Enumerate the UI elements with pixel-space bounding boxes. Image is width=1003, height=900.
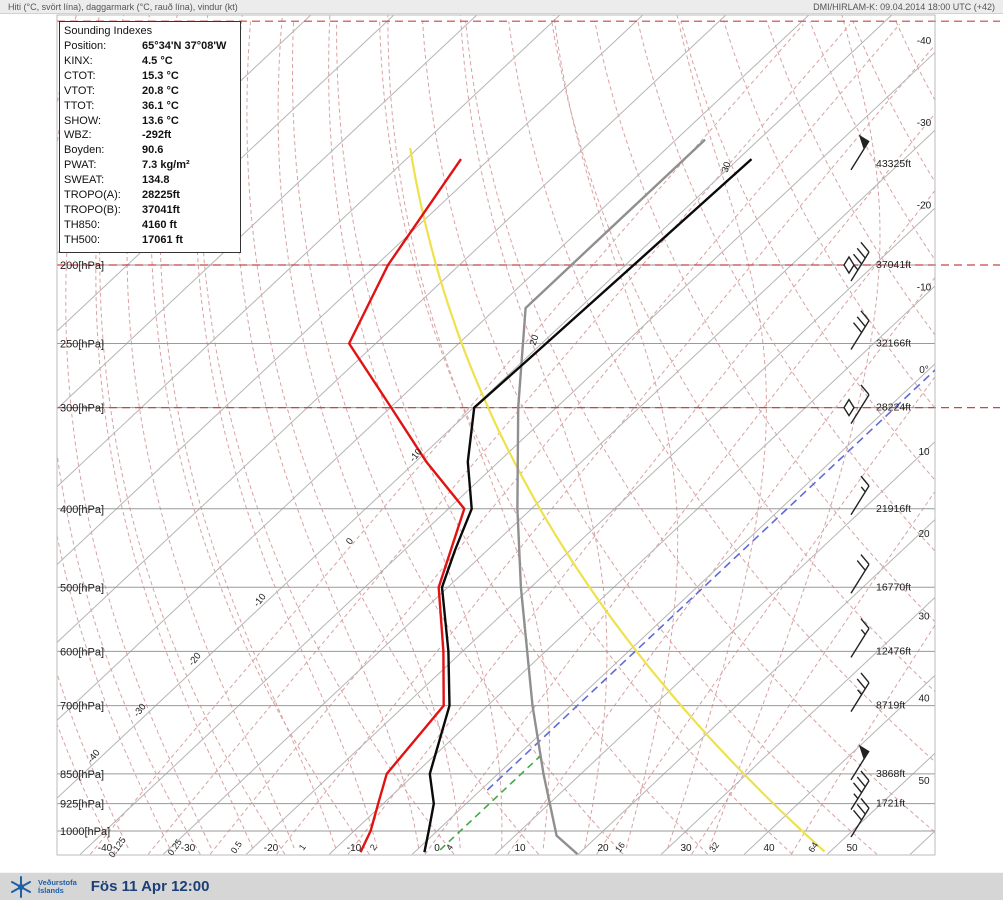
index-row: Position: 65°34'N 37°08'W (64, 40, 227, 52)
svg-text:30: 30 (720, 160, 734, 173)
index-row: KINX: 4.5 °C (64, 54, 173, 67)
dewpoint-line (347, 158, 466, 853)
svg-text:-10: -10 (917, 283, 932, 294)
isobar-grid (56, 14, 1000, 856)
svg-text:-40: -40 (85, 748, 102, 766)
index-row: Boyden: 90.6 (64, 144, 164, 157)
svg-text:12476ft: 12476ft (876, 645, 911, 657)
index-row: PWAT: 7.3 kg/m² (64, 159, 190, 172)
svg-text:8719ft: 8719ft (876, 700, 905, 712)
svg-text:40: 40 (918, 694, 930, 705)
svg-text:-30: -30 (917, 118, 932, 129)
met-office-logo[interactable]: Veðurstofa Íslands (8, 875, 77, 899)
svg-text:1721ft: 1721ft (876, 798, 905, 810)
index-row: TROPO(A): 28225ft (64, 189, 180, 202)
temperature-line (423, 158, 753, 853)
svg-text:40: 40 (763, 843, 775, 854)
svg-text:-30: -30 (181, 843, 196, 854)
svg-text:30: 30 (918, 611, 930, 622)
selected-time-label: Fös 11 Apr 12:00 (90, 878, 210, 895)
isotherm-grid (57, 15, 935, 855)
svg-text:0.5: 0.5 (229, 839, 244, 855)
svg-text:20: 20 (597, 843, 609, 854)
wind-barbs (850, 134, 870, 838)
svg-text:700[hPa]: 700[hPa] (60, 701, 104, 713)
svg-text:3868ft: 3868ft (876, 768, 905, 780)
svg-text:400[hPa]: 400[hPa] (60, 504, 104, 516)
svg-text:250[hPa]: 250[hPa] (60, 338, 104, 350)
index-row: VTOT: 20.8 °C (64, 84, 179, 97)
svg-text:10: 10 (514, 843, 526, 854)
index-row: TH850: 4160 ft (64, 218, 177, 231)
time-selector-bar[interactable]: Veðurstofa Íslands Fös 11 Apr 12:00 (0, 872, 1003, 900)
svg-text:0°: 0° (919, 365, 929, 376)
svg-text:32166ft: 32166ft (876, 337, 911, 349)
tropopause-markers (843, 255, 855, 417)
svg-text:50: 50 (846, 843, 858, 854)
svg-text:16: 16 (613, 840, 627, 854)
index-row: CTOT: 15.3 °C (64, 69, 179, 82)
svg-text:-20: -20 (186, 651, 203, 669)
index-row: TROPO(B): 37041ft (64, 203, 180, 216)
svg-text:0: 0 (344, 536, 356, 547)
index-row: WBZ: -292ft (64, 129, 172, 142)
indexes-title: Sounding Indexes (64, 25, 153, 37)
svg-text:4: 4 (444, 842, 455, 852)
svg-text:925[hPa]: 925[hPa] (60, 799, 104, 811)
svg-text:-40: -40 (917, 36, 932, 47)
svg-text:-10: -10 (347, 843, 362, 854)
index-row: TH500: 17061 ft (64, 233, 183, 246)
chart-header-bar: Hiti (°C, svört lína), daggarmark (°C, r… (0, 0, 1003, 14)
snowflake-logo-icon (11, 875, 31, 898)
svg-text:850[hPa]: 850[hPa] (60, 769, 104, 781)
svg-text:1000[hPa]: 1000[hPa] (60, 826, 110, 838)
svg-text:20: 20 (528, 333, 542, 346)
svg-text:37041ft: 37041ft (876, 259, 911, 271)
svg-text:2: 2 (368, 842, 379, 852)
svg-text:-20: -20 (264, 843, 279, 854)
svg-text:500[hPa]: 500[hPa] (60, 582, 104, 594)
sounding-index-rows: Position: 65°34'N 37°08'W KINX: 4.5 °C CTOT:… (64, 39, 236, 248)
index-row: SWEAT: 134.8 (64, 174, 170, 187)
standard-atmosphere-line (516, 138, 706, 855)
svg-text:30: 30 (680, 843, 692, 854)
svg-text:600[hPa]: 600[hPa] (60, 646, 104, 658)
svg-text:1: 1 (297, 842, 308, 852)
svg-text:21916ft: 21916ft (876, 503, 911, 515)
svg-text:-10: -10 (251, 592, 268, 610)
svg-text:10: 10 (918, 447, 930, 458)
svg-text:-40: -40 (98, 843, 113, 854)
svg-text:50: 50 (918, 776, 930, 787)
sounding-indexes-box: Sounding Indexes Position: 65°34'N 37°08'… (59, 21, 241, 253)
svg-text:300[hPa]: 300[hPa] (60, 403, 104, 415)
svg-text:32: 32 (707, 840, 721, 854)
svg-text:200[hPa]: 200[hPa] (60, 260, 104, 272)
index-row: SHOW: 13.6 °C (64, 114, 179, 127)
svg-text:64: 64 (806, 840, 820, 854)
legend-text: Hiti (°C, svört lína), daggarmark (°C, r… (8, 1, 238, 12)
svg-text:0: 0 (434, 843, 440, 854)
reference-lines (409, 147, 935, 853)
model-run-text: DMI/HIRLAM-K: 09.04.2014 18:00 UTC (+42) (813, 1, 995, 12)
svg-text:20: 20 (918, 529, 930, 540)
logo-text: Veðurstofa Íslands (38, 877, 77, 895)
svg-text:28224ft: 28224ft (876, 402, 911, 414)
svg-text:16770ft: 16770ft (876, 581, 911, 593)
index-row: TTOT: 36.1 °C (64, 99, 179, 112)
svg-text:-20: -20 (917, 200, 932, 211)
svg-text:43325ft: 43325ft (876, 158, 911, 170)
